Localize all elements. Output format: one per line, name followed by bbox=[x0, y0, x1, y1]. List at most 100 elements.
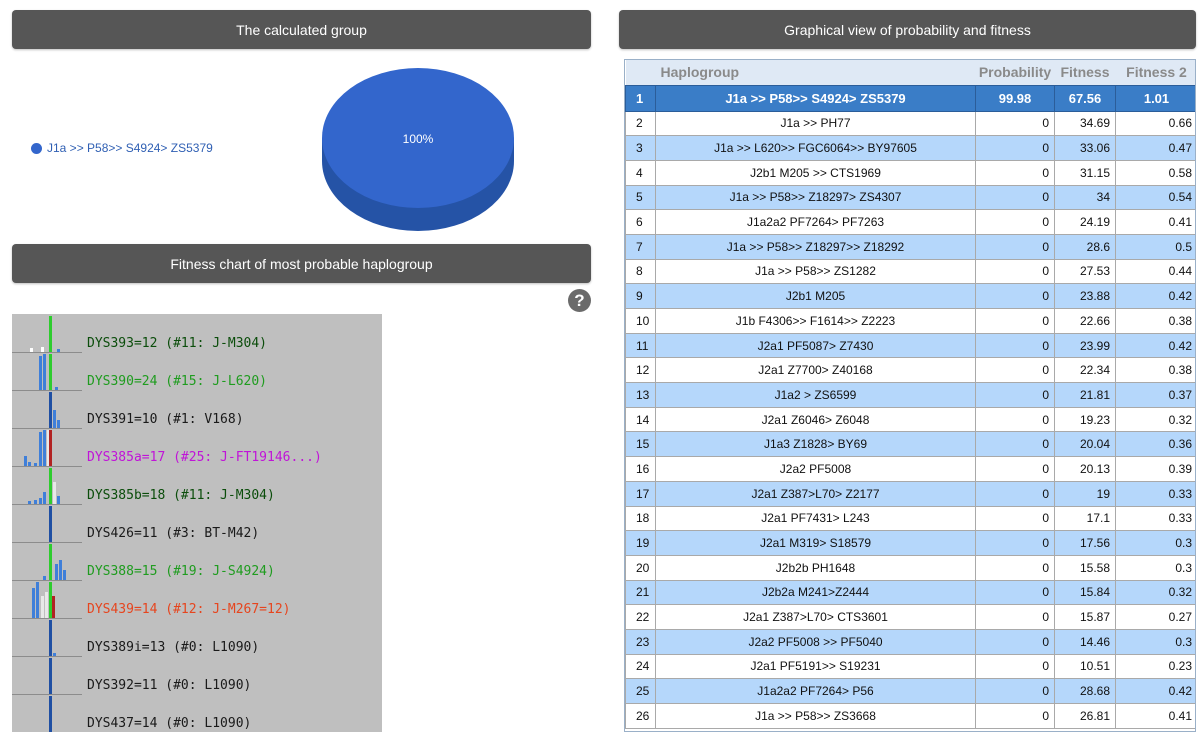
row-index: 23 bbox=[625, 628, 656, 655]
pie-slice bbox=[322, 68, 514, 208]
row-fitness: 31.15 bbox=[1054, 159, 1116, 186]
row-index: 15 bbox=[625, 431, 656, 458]
row-fitness2: 0.32 bbox=[1115, 579, 1195, 606]
col-probability[interactable]: Probability bbox=[978, 64, 1052, 81]
fitness-bar bbox=[24, 456, 27, 466]
table-row[interactable]: 11 J2a1 PF5087> Z7430 0 23.99 0.42 bbox=[625, 332, 1195, 359]
table-row[interactable]: 17 J2a1 Z387>L70> Z2177 0 19 0.33 bbox=[625, 480, 1195, 507]
fitness-bar bbox=[49, 620, 52, 656]
table-row[interactable]: 14 J2a1 Z6046> Z6048 0 19.23 0.32 bbox=[625, 406, 1195, 433]
table-row[interactable]: 16 J2a2 PF5008 0 20.13 0.39 bbox=[625, 456, 1195, 482]
fitness-bar bbox=[53, 410, 56, 428]
row-fitness2: 0.23 bbox=[1115, 653, 1195, 680]
fitness-chart-header: Fitness chart of most probable haplogrou… bbox=[12, 244, 591, 283]
row-haplogroup: J1a2 > ZS6599 bbox=[655, 382, 976, 408]
table-row[interactable]: 24 J2a1 PF5191>> S19231 0 10.51 0.23 bbox=[625, 653, 1195, 680]
fitness-baseline bbox=[12, 390, 82, 391]
fitness-chart-title: Fitness chart of most probable haplogrou… bbox=[170, 255, 433, 272]
row-fitness2: 0.41 bbox=[1115, 703, 1195, 729]
table-row[interactable]: 8 J1a >> P58>> ZS1282 0 27.53 0.44 bbox=[625, 258, 1195, 285]
table-row[interactable]: 5 J1a >> P58>> Z18297> ZS4307 0 34 0.54 bbox=[625, 184, 1195, 211]
fitness-row: DYS437=14 (#0: L1090) bbox=[12, 696, 382, 732]
table-row[interactable]: 21 J2b2a M241>Z2444 0 15.84 0.32 bbox=[625, 579, 1195, 606]
fitness-bar bbox=[45, 592, 48, 618]
row-index: 13 bbox=[625, 382, 656, 408]
table-row[interactable]: 9 J2b1 M205 0 23.88 0.42 bbox=[625, 283, 1195, 309]
row-index: 3 bbox=[625, 135, 656, 161]
row-probability: 0 bbox=[975, 653, 1055, 680]
fitness-baseline bbox=[12, 504, 82, 505]
row-haplogroup: J2a1 Z7700> Z40168 bbox=[655, 357, 976, 384]
row-fitness2: 0.39 bbox=[1115, 456, 1195, 482]
table-row[interactable]: 4 J2b1 M205 >> CTS1969 0 31.15 0.58 bbox=[625, 159, 1195, 186]
fitness-baseline bbox=[12, 428, 82, 429]
row-probability: 0 bbox=[975, 184, 1055, 211]
row-fitness2: 0.41 bbox=[1115, 209, 1195, 235]
row-fitness: 15.84 bbox=[1054, 579, 1116, 606]
row-fitness2: 0.37 bbox=[1115, 382, 1195, 408]
row-fitness2: 0.58 bbox=[1115, 159, 1195, 186]
fitness-bar bbox=[49, 392, 52, 428]
col-index[interactable] bbox=[626, 60, 656, 85]
row-probability: 0 bbox=[975, 431, 1055, 458]
table-row[interactable]: 25 J1a2a2 PF7264> P56 0 28.68 0.42 bbox=[625, 678, 1195, 704]
table-row[interactable]: 18 J2a1 PF7431> L243 0 17.1 0.33 bbox=[625, 505, 1195, 532]
fitness-row: DYS385b=18 (#11: J-M304) bbox=[12, 468, 382, 506]
row-fitness: 34.69 bbox=[1054, 110, 1116, 137]
col-fitness2[interactable]: Fitness 2 bbox=[1126, 64, 1187, 81]
fitness-bar bbox=[49, 582, 52, 618]
row-haplogroup: J1a2a2 PF7264> PF7263 bbox=[655, 209, 976, 235]
row-haplogroup: J2b1 M205 >> CTS1969 bbox=[655, 159, 976, 186]
row-fitness2: 0.54 bbox=[1115, 184, 1195, 211]
row-fitness: 21.81 bbox=[1054, 382, 1116, 408]
row-fitness2: 0.33 bbox=[1115, 505, 1195, 532]
fitness-bar bbox=[32, 588, 35, 618]
help-icon[interactable]: ? bbox=[568, 289, 591, 312]
fitness-row-label: DYS391=10 (#1: V168) bbox=[87, 412, 244, 427]
row-index: 25 bbox=[625, 678, 656, 704]
haplogroup-table: Haplogroup Probability Fitness Fitness 2… bbox=[625, 60, 1195, 729]
table-row[interactable]: 6 J1a2a2 PF7264> PF7263 0 24.19 0.41 bbox=[625, 209, 1195, 235]
fitness-row: DYS426=11 (#3: BT-M42) bbox=[12, 506, 382, 544]
haplogroup-table-container[interactable]: Haplogroup Probability Fitness Fitness 2… bbox=[624, 59, 1196, 732]
fitness-bar bbox=[49, 658, 52, 694]
row-fitness: 22.66 bbox=[1054, 308, 1116, 334]
table-row[interactable]: 15 J1a3 Z1828> BY69 0 20.04 0.36 bbox=[625, 431, 1195, 458]
row-index: 6 bbox=[625, 209, 656, 235]
table-row[interactable]: 22 J2a1 Z387>L70> CTS3601 0 15.87 0.27 bbox=[625, 604, 1195, 630]
row-fitness2: 0.38 bbox=[1115, 308, 1195, 334]
fitness-bar bbox=[49, 430, 52, 466]
row-fitness2: 0.5 bbox=[1115, 233, 1195, 260]
row-fitness: 15.58 bbox=[1054, 554, 1116, 581]
row-fitness2: 1.01 bbox=[1115, 84, 1195, 112]
table-row[interactable]: 3 J1a >> L620>> FGC6064>> BY97605 0 33.06 0.… bbox=[625, 135, 1195, 161]
fitness-row: DYS393=12 (#11: J-M304) bbox=[12, 316, 382, 354]
col-haplogroup[interactable]: Haplogroup bbox=[660, 64, 740, 81]
row-fitness: 15.87 bbox=[1054, 604, 1116, 630]
row-haplogroup: J2a2 PF5008 bbox=[655, 456, 976, 482]
pie-chart[interactable]: 100% bbox=[318, 56, 518, 236]
table-row[interactable]: 23 J2a2 PF5008 >> PF5040 0 14.46 0.3 bbox=[625, 628, 1195, 655]
col-fitness[interactable]: Fitness bbox=[1060, 64, 1110, 81]
table-row[interactable]: 2 J1a >> PH77 0 34.69 0.66 bbox=[625, 110, 1195, 137]
table-row[interactable]: 12 J2a1 Z7700> Z40168 0 22.34 0.38 bbox=[625, 357, 1195, 384]
table-row[interactable]: 13 J1a2 > ZS6599 0 21.81 0.37 bbox=[625, 382, 1195, 408]
pie-legend[interactable]: J1a >> P58>> S4924> ZS5379 bbox=[31, 141, 213, 155]
row-fitness: 67.56 bbox=[1054, 84, 1116, 112]
fitness-baseline bbox=[12, 542, 82, 543]
row-fitness2: 0.42 bbox=[1115, 283, 1195, 309]
graphical-view-title: Graphical view of probability and fitnes… bbox=[784, 21, 1031, 38]
row-fitness2: 0.44 bbox=[1115, 258, 1195, 285]
row-fitness: 17.56 bbox=[1054, 530, 1116, 556]
table-row[interactable]: 19 J2a1 M319> S18579 0 17.56 0.3 bbox=[625, 530, 1195, 556]
table-row[interactable]: 7 J1a >> P58>> Z18297>> Z18292 0 28.6 0.5 bbox=[625, 233, 1195, 260]
row-probability: 0 bbox=[975, 678, 1055, 704]
row-probability: 0 bbox=[975, 233, 1055, 260]
table-row[interactable]: 1 J1a >> P58>> S4924> ZS5379 99.98 67.56 1.0… bbox=[625, 84, 1195, 112]
row-fitness2: 0.3 bbox=[1115, 530, 1195, 556]
row-fitness2: 0.66 bbox=[1115, 110, 1195, 137]
table-row[interactable]: 26 J1a >> P58>> ZS3668 0 26.81 0.41 bbox=[625, 703, 1195, 729]
row-haplogroup: J2b1 M205 bbox=[655, 283, 976, 309]
table-row[interactable]: 10 J1b F4306>> F1614>> Z2223 0 22.66 0.38 bbox=[625, 308, 1195, 334]
table-row[interactable]: 20 J2b2b PH1648 0 15.58 0.3 bbox=[625, 554, 1195, 581]
